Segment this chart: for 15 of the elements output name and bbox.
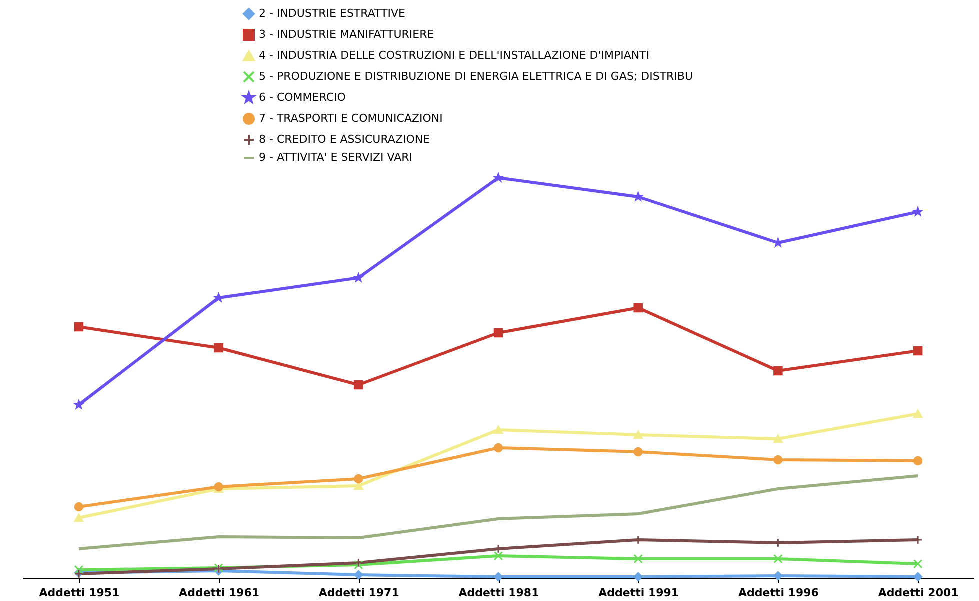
legend-label: 8 - CREDITO E ASSICURAZIONE [259, 133, 430, 146]
x-tick-label: Addetti 1991 [598, 586, 680, 600]
legend-label: 6 - COMMERCIO [259, 91, 346, 104]
legend-label: 7 - TRASPORTI E COMUNICAZIONI [259, 112, 443, 125]
x-tick-label: Addetti 1981 [458, 586, 540, 600]
x-tick-label: Addetti 1971 [318, 586, 400, 600]
legend-label: 3 - INDUSTRIE MANIFATTURIERE [259, 28, 434, 41]
legend-label: 2 - INDUSTRIE ESTRATTIVE [259, 7, 406, 20]
x-tick-label: Addetti 2001 [878, 586, 959, 600]
x-tick-label: Addetti 1996 [738, 586, 820, 600]
x-tick-label: Addetti 1961 [179, 586, 260, 600]
legend-label: 5 - PRODUZIONE E DISTRIBUZIONE DI ENERGIA ELETTRICA E DI GAS; DISTRIBU [259, 70, 694, 83]
x-tick-label: Addetti 1951 [39, 586, 120, 600]
legend-label: 4 - INDUSTRIA DELLE COSTRUZIONI E DELL'INSTALLAZIONE D'IMPIANTI [259, 49, 650, 62]
legend-label: 9 - ATTIVITA' E SERVIZI VARI [259, 151, 413, 164]
